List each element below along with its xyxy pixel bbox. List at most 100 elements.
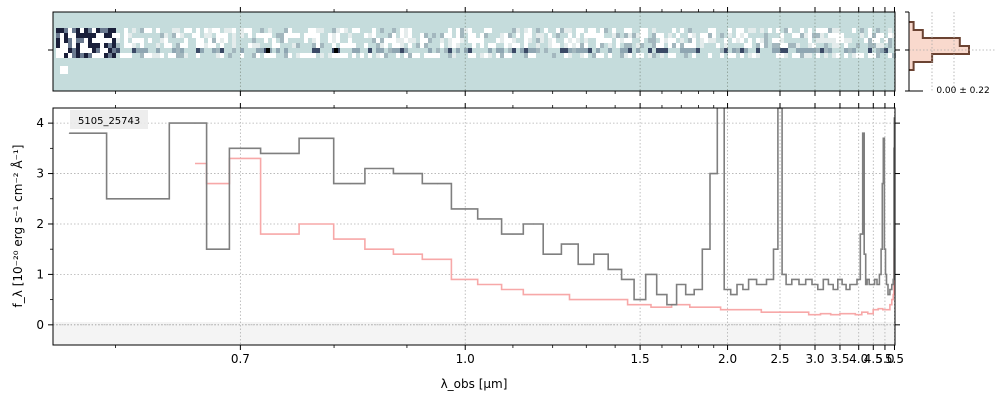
spectrum-2d-pixel (624, 43, 628, 48)
x-tick-label: 3.5 (830, 352, 849, 366)
spectrum-2d-pixel (416, 43, 420, 48)
spectrum-2d-pixel (96, 43, 100, 48)
spectrum-2d-pixel (440, 33, 444, 38)
spectrum-2d-pixel (92, 53, 96, 58)
spectrum-2d-pixel (428, 38, 432, 43)
spectrum-2d-pixel (116, 33, 120, 38)
spectrum-2d-pixel (584, 53, 588, 58)
spectrum-2d-pixel (128, 43, 132, 48)
spectrum-2d-pixel (704, 38, 708, 43)
spectrum-2d-pixel (772, 43, 776, 48)
spectrum-2d-pixel (200, 43, 204, 48)
spectrum-2d-pixel (96, 33, 100, 38)
spectrum-2d-pixel (160, 53, 164, 58)
spectrum-2d-pixel (556, 33, 560, 38)
spectrum-2d-pixel (260, 28, 264, 33)
spectrum-2d-pixel (636, 53, 640, 58)
spectrum-2d-pixel (596, 33, 600, 38)
spectrum-2d-pixel (640, 53, 644, 58)
spectrum-2d-pixel (368, 48, 372, 53)
spectrum-2d-pixel (112, 28, 116, 33)
x-tick-label: 4.0 (849, 352, 868, 366)
spectrum-2d-pixel (568, 48, 572, 53)
spectrum-2d-pixel (600, 43, 604, 48)
spectrum-2d-pixel (708, 53, 712, 58)
spectrum-2d-pixel (524, 48, 528, 53)
spectrum-2d-pixel (140, 53, 144, 58)
spectrum-2d-pixel (268, 33, 272, 38)
histogram-bar (909, 30, 923, 38)
spectrum-2d-pixel (572, 38, 576, 43)
spectrum-2d-pixel (504, 38, 508, 43)
spectrum-2d-pixel (404, 38, 408, 43)
spectrum-2d-pixel (432, 33, 436, 38)
spectrum-2d-pixel (152, 53, 156, 58)
spectrum-2d-pixel (736, 28, 740, 33)
spectrum-2d-pixel (728, 53, 732, 58)
spectrum-2d-pixel (212, 48, 216, 53)
flux-point (884, 248, 886, 250)
spectrum-2d-pixel (84, 38, 88, 43)
spectrum-2d-pixel (272, 53, 276, 58)
spectrum-2d-pixel (640, 38, 644, 43)
spectrum-2d-pixel (720, 53, 724, 58)
spectrum-2d-pixel (228, 28, 232, 33)
spectrum-2d-pixel (684, 53, 688, 58)
spectrum-2d-pixel (272, 38, 276, 43)
spectrum-2d-pixel (508, 33, 512, 38)
spectrum-2d-pixel (64, 28, 68, 33)
spectrum-2d-pixel (756, 38, 760, 43)
spectrum-2d-pixel (336, 53, 340, 58)
spectrum-2d-pixel (420, 38, 424, 43)
spectrum-2d-pixel (688, 43, 692, 48)
spectrum-2d-pixel (304, 53, 308, 58)
flux-point (689, 293, 691, 296)
spectrum-2d-pixel (168, 43, 172, 48)
flux-point (882, 183, 884, 185)
spectrum-2d-pixel (292, 33, 296, 38)
spectrum-2d-pixel (468, 33, 472, 38)
spectrum-2d-pixel (760, 38, 764, 43)
spectrum-2d-pixel (740, 33, 744, 38)
flux-point (794, 278, 797, 281)
spectrum-2d-pixel (828, 38, 832, 43)
spectrum-2d-pixel (104, 33, 108, 38)
spectrum-2d-pixel (264, 33, 268, 38)
spectrum-2d-pixel (712, 28, 716, 33)
spectrum-2d-pixel (844, 43, 848, 48)
histogram-bars (909, 12, 995, 91)
spectrum-2d-pixel (596, 43, 600, 48)
spectrum-2d-pixel (284, 33, 288, 38)
spectrum-2d-pixel (552, 38, 556, 43)
spectrum-2d-pixel (208, 43, 212, 48)
spectrum-2d-pixel (616, 43, 620, 48)
spectrum-2d-pixel (892, 33, 896, 38)
spectrum-2d-frame (52, 11, 896, 92)
spectrum-2d-pixel (716, 43, 720, 48)
spectrum-2d-pixel (64, 33, 68, 38)
spectrum-2d-pixel (472, 43, 476, 48)
spectrum-2d-pixel (688, 48, 692, 53)
flux-point (858, 278, 860, 281)
spectrum-2d-pixel (608, 53, 612, 58)
spectrum-2d-pixel (92, 28, 96, 33)
histogram-bar (909, 46, 969, 54)
flux-point (783, 273, 785, 276)
spectrum-2d-pixel (604, 38, 608, 43)
spectrum-2d-pixel (868, 53, 872, 58)
spectrum-2d-pixel (380, 53, 384, 58)
spectrum-2d-pixel (320, 43, 324, 48)
spectrum-2d-pixel (100, 48, 104, 53)
spectrum-2d-pixel (624, 33, 628, 38)
spectrum-2d-pixel (196, 53, 200, 58)
spectrum-2d-pixel (424, 53, 428, 58)
spectrum-2d-pixel (64, 43, 68, 48)
spectrum-2d-pixel (476, 38, 480, 43)
spectrum-2d-pixel (284, 53, 288, 58)
spectrum-2d-pixel (584, 33, 588, 38)
spectrum-2d-pixel (80, 43, 84, 48)
spectrum-2d-pixel (880, 48, 884, 53)
spectrum-2d-pixel (276, 43, 280, 48)
flux-point (787, 283, 789, 286)
spectrum-2d-pixel (176, 53, 180, 58)
